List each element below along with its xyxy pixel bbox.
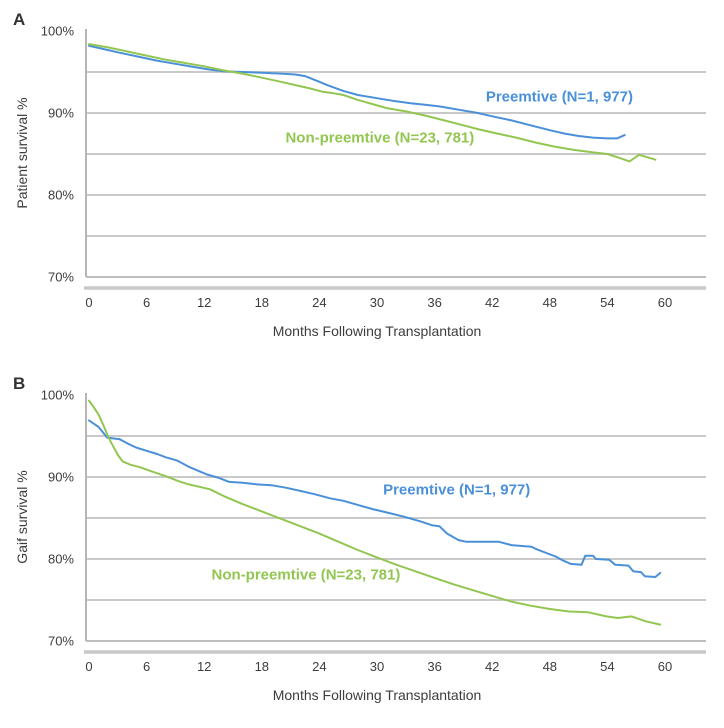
graft-survival-chart: 100% 90% 80% 70% 0 6 12 18 24 30 36 42 48 54 60 Preemti…: [41, 388, 706, 674]
x-tick-label-60: 60: [658, 295, 672, 310]
x-tick-label-60: 60: [658, 659, 672, 674]
panel-b-x-axis-title: Months Following Transplantation: [272, 687, 482, 703]
series-label-non-preemptive: Non-preemtive (N=23, 781): [212, 567, 401, 584]
x-tick-label-6: 6: [143, 295, 150, 310]
panel-a: A Patient survival % 100% 90% 80% 70% 0 6 12 18…: [13, 10, 706, 339]
series-line-non-preemptive: [88, 43, 657, 163]
x-tick-label-54: 54: [600, 295, 614, 310]
y-tick-label-90: 90%: [48, 106, 74, 121]
x-tick-label-12: 12: [197, 295, 211, 310]
x-tick-label-18: 18: [255, 295, 269, 310]
y-tick-label-100: 100%: [41, 24, 75, 39]
x-tick-label-24: 24: [312, 295, 326, 310]
x-tick-label-30: 30: [370, 659, 384, 674]
x-tick-label-42: 42: [485, 295, 499, 310]
y-tick-label-100: 100%: [41, 388, 75, 403]
series-label-preemptive: Preemtive (N=1, 977): [486, 89, 633, 106]
y-tick-label-70: 70%: [48, 634, 74, 649]
y-tick-label-70: 70%: [48, 270, 74, 285]
x-tick-label-24: 24: [312, 659, 326, 674]
x-tick-label-6: 6: [143, 659, 150, 674]
series-label-preemptive: Preemtive (N=1, 977): [383, 481, 530, 498]
panel-b-letter: B: [13, 374, 26, 393]
x-tick-label-36: 36: [427, 659, 441, 674]
series-line-non-preemptive: [88, 399, 662, 626]
panel-a-letter: A: [13, 10, 26, 29]
y-tick-label-80: 80%: [48, 552, 74, 567]
x-tick-label-30: 30: [370, 295, 384, 310]
panel-b: B Gaif survival % 100% 90% 80% 70% 0 6 12 18 24 3…: [0, 364, 724, 728]
series-line-preemptive: [88, 44, 626, 140]
x-tick-label-36: 36: [427, 295, 441, 310]
x-tick-label-48: 48: [543, 659, 557, 674]
x-tick-label-12: 12: [197, 659, 211, 674]
y-tick-label-80: 80%: [48, 188, 74, 203]
y-tick-label-90: 90%: [48, 470, 74, 485]
x-tick-label-0: 0: [85, 659, 92, 674]
patient-survival-chart: 100% 90% 80% 70% 0 6 12 18 24 30 36 42 48 54 60 Preemti…: [41, 24, 706, 310]
x-tick-label-0: 0: [85, 295, 92, 310]
x-tick-label-42: 42: [485, 659, 499, 674]
series-line-preemptive: [88, 419, 662, 578]
panel-a-x-axis-title: Months Following Transplantation: [272, 323, 482, 339]
x-tick-label-48: 48: [543, 295, 557, 310]
series-label-non-preemptive: Non-preemtive (N=23, 781): [285, 130, 474, 147]
x-tick-label-54: 54: [600, 659, 614, 674]
x-tick-label-18: 18: [255, 659, 269, 674]
